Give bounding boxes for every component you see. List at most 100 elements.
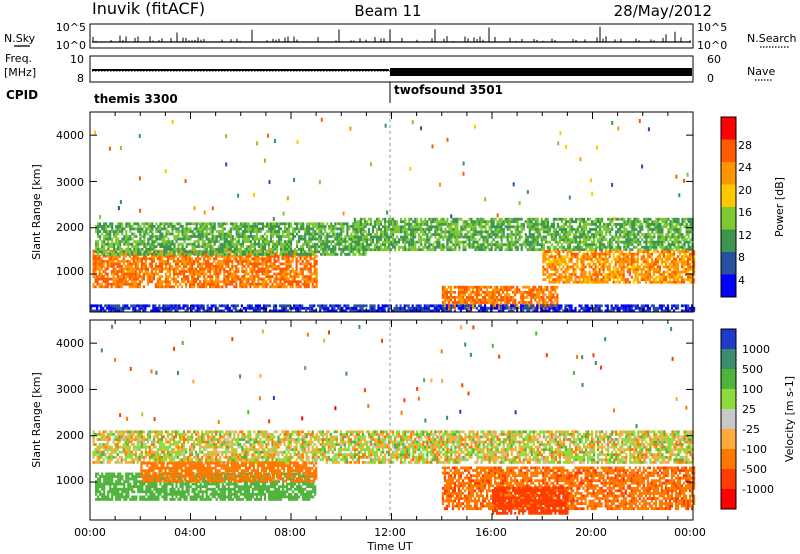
power-cell <box>326 250 329 254</box>
power-cell <box>251 237 254 241</box>
power-cell <box>566 238 570 241</box>
power-cell <box>169 232 172 236</box>
power-cell <box>599 248 602 252</box>
power-cell <box>464 225 467 229</box>
power-cell <box>430 233 433 236</box>
power-cell <box>422 245 425 249</box>
power-cell <box>165 253 168 256</box>
power-cell <box>572 235 576 239</box>
power-cell <box>344 247 347 251</box>
power-cell <box>591 222 594 226</box>
power-cell <box>138 285 141 289</box>
power-cell <box>595 243 598 247</box>
power-cell <box>151 247 154 251</box>
nave-tick-low: 0 <box>707 72 714 85</box>
power-cell <box>283 257 286 261</box>
power-cell <box>295 272 298 276</box>
power-cell <box>410 225 413 229</box>
power-cell <box>645 243 648 247</box>
power-cell <box>95 242 98 246</box>
power-cell <box>410 217 413 221</box>
power-cell <box>568 233 572 236</box>
power-cell <box>398 240 401 244</box>
power-cell <box>470 245 473 249</box>
power-cell <box>318 237 321 241</box>
power-cell <box>155 227 158 231</box>
power-cell <box>193 253 196 256</box>
power-cell <box>273 259 276 263</box>
power-cell <box>619 235 622 239</box>
power-cell <box>275 280 278 284</box>
power-cell <box>253 259 256 263</box>
power-cell <box>386 248 389 252</box>
power-cell <box>168 270 172 273</box>
power-cell <box>215 270 218 273</box>
power-cell <box>342 227 345 231</box>
power-cell <box>316 250 319 254</box>
power-cell <box>213 280 216 284</box>
power-cell <box>282 250 285 254</box>
power-cell <box>253 237 256 241</box>
power-cell <box>315 275 318 278</box>
power-cell <box>631 238 634 241</box>
power-cell <box>566 245 570 249</box>
power-cell <box>631 240 634 244</box>
power-cell <box>367 248 371 252</box>
power-cell <box>326 253 329 256</box>
power-cell <box>554 268 557 271</box>
power-cell <box>147 222 150 226</box>
power-cell <box>457 288 460 292</box>
power-cell <box>263 262 266 266</box>
power-cell <box>542 228 545 231</box>
power-cell <box>494 288 497 292</box>
power-cell <box>364 240 367 243</box>
power-cell <box>524 235 527 239</box>
power-cell <box>128 270 131 273</box>
power-cell <box>377 225 381 229</box>
power-cell <box>146 257 149 261</box>
power-cell <box>121 230 124 233</box>
power-cell <box>285 265 288 268</box>
power-cell <box>605 248 608 252</box>
power-cell <box>322 253 325 256</box>
power-cell <box>530 290 533 294</box>
power-cell <box>665 248 668 252</box>
power-cell <box>237 235 240 238</box>
power-cell <box>296 225 299 228</box>
power-cell <box>388 225 391 229</box>
power-cell <box>174 277 178 281</box>
power-cell <box>369 217 373 221</box>
power-cell <box>171 227 174 231</box>
power-cell <box>330 240 333 243</box>
power-cell <box>536 296 539 299</box>
power-cell <box>183 252 186 256</box>
power-cell <box>576 265 579 269</box>
power-cell <box>314 235 317 238</box>
power-cell <box>95 250 98 254</box>
power-cell <box>582 268 585 271</box>
power-cell <box>197 235 200 238</box>
power-cell <box>477 301 481 304</box>
power-cell <box>285 254 288 258</box>
power-cell <box>201 265 204 268</box>
power-cell <box>418 233 421 236</box>
power-cell <box>197 227 200 231</box>
power-cell <box>247 262 250 266</box>
power-cell <box>106 259 109 263</box>
power-cell <box>388 248 391 252</box>
power-cell <box>359 220 362 224</box>
power-cell <box>671 222 674 226</box>
power-cell <box>560 245 563 249</box>
power-cell <box>172 280 176 284</box>
power-cell <box>585 235 588 239</box>
power-cell <box>506 240 509 244</box>
power-cell <box>305 262 308 266</box>
power-cell <box>235 253 238 256</box>
power-cell <box>189 285 192 289</box>
power-cell <box>546 262 549 266</box>
power-cell <box>550 222 553 226</box>
power-cell <box>473 301 477 304</box>
power-cell <box>265 272 268 276</box>
power-cell <box>211 285 214 289</box>
power-cell <box>520 225 523 229</box>
